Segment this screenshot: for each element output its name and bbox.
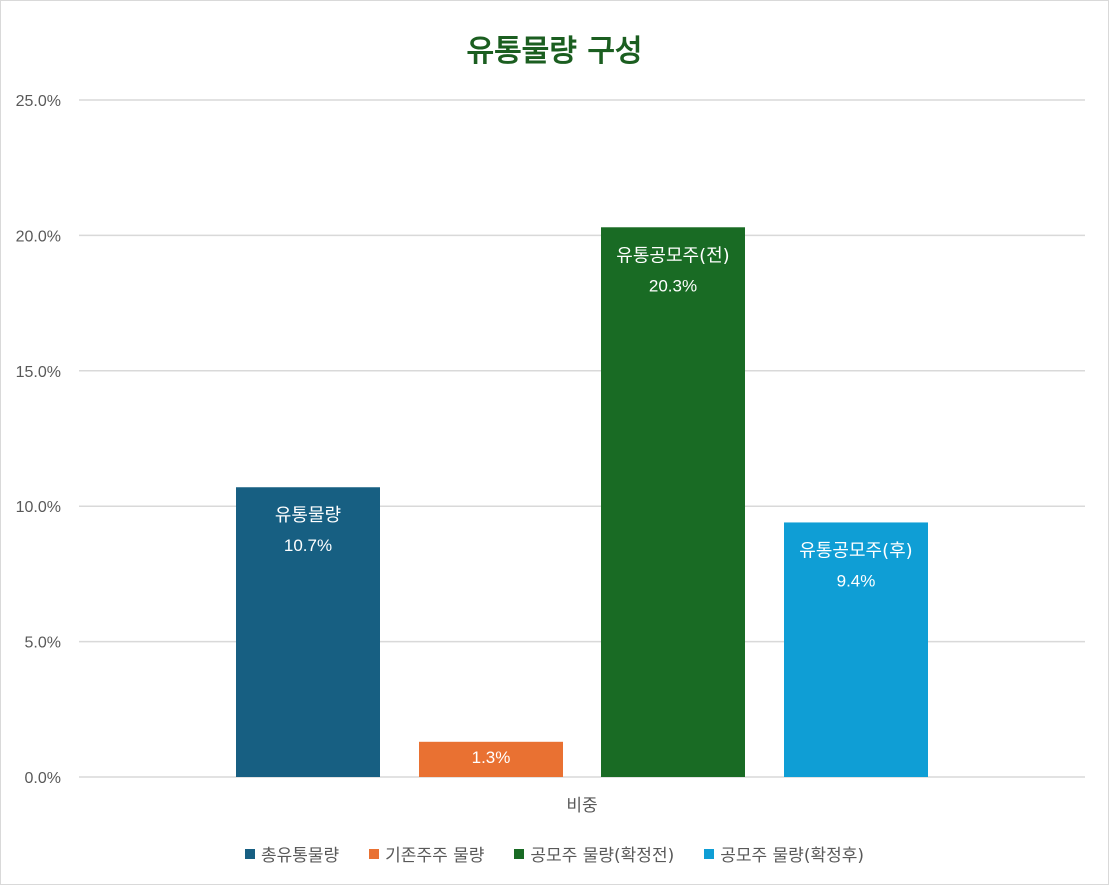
legend-label: 공모주 물량(확정전) <box>530 846 675 866</box>
legend-item: 공모주 물량(확정후) <box>704 841 864 866</box>
y-tick-label: 20.0% <box>16 228 61 245</box>
y-tick-label: 25.0% <box>16 93 61 110</box>
y-tick-label: 0.0% <box>25 770 61 787</box>
bar <box>601 227 745 777</box>
legend-swatch <box>369 848 380 859</box>
legend-swatch <box>244 848 255 859</box>
y-tick-label: 10.0% <box>16 499 61 516</box>
bar <box>419 741 563 777</box>
bar-series-label: 유통물량 <box>275 505 341 526</box>
legend-swatch <box>704 848 715 859</box>
y-tick-label: 15.0% <box>16 364 61 381</box>
legend-item: 공모주 물량(확정전) <box>514 841 674 866</box>
bar-value-label: 20.3% <box>649 276 697 295</box>
legend-swatch <box>514 848 525 859</box>
x-category-label: 비중 <box>566 796 597 816</box>
bar-value-label: 1.3% <box>472 748 511 767</box>
legend-label: 기존주주 물량 <box>385 846 485 866</box>
bar-series-label: 유통공모주(전) <box>616 245 729 266</box>
bar-series-label: 유통공모주(후) <box>799 540 912 561</box>
bar <box>784 522 928 777</box>
legend-label: 공모주 물량(확정후) <box>720 846 865 866</box>
bar-value-label: 9.4% <box>837 571 876 590</box>
legend-label: 총유통물량 <box>260 846 340 866</box>
chart-title: 유통물량 구성 <box>466 34 643 69</box>
legend-item: 기존주주 물량 <box>369 841 484 866</box>
legend-item: 총유통물량 <box>244 841 340 866</box>
chart-legend: 총유통물량 기존주주 물량 공모주 물량(확정전) 공모주 물량(확정후) <box>0 841 1109 866</box>
bar-value-label: 10.7% <box>284 536 332 555</box>
bar <box>236 487 380 777</box>
y-tick-label: 5.0% <box>25 635 61 652</box>
